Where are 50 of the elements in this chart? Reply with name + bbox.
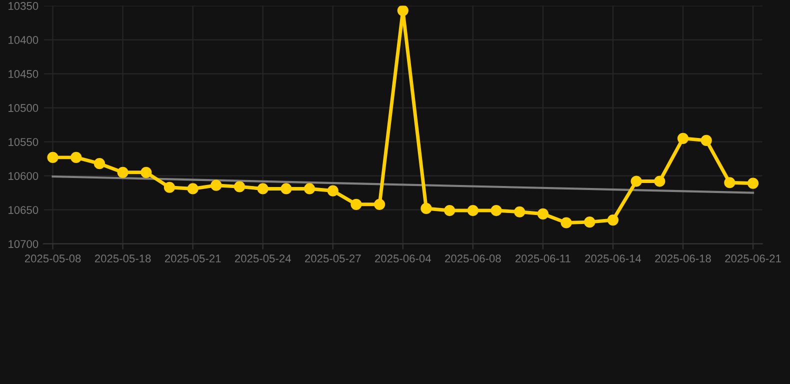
point: [257, 183, 268, 194]
y-tick-label: 10350: [8, 2, 38, 10]
point: [304, 183, 316, 194]
point: [724, 177, 736, 188]
point: [444, 204, 456, 216]
x-tick-label: 2025-05-18: [94, 254, 151, 262]
point: [747, 178, 759, 189]
y-tick-label: 10500: [8, 104, 38, 112]
y-tick-label: 10400: [8, 36, 38, 44]
x-tick-label: 2025-05-24: [235, 254, 291, 262]
x-tick-label: 2025-05-21: [164, 254, 221, 262]
point: [327, 185, 338, 196]
point: [490, 204, 502, 216]
point: [584, 216, 596, 228]
point: [700, 134, 712, 146]
x-tick-label: 2025-06-14: [585, 254, 642, 262]
point: [420, 202, 432, 214]
point: [140, 166, 152, 178]
point: [374, 198, 386, 210]
x-tick-label: 2025-06-21: [725, 254, 781, 262]
point: [537, 208, 548, 220]
x-tick-label: 2025-06-11: [516, 254, 570, 262]
point: [280, 183, 292, 194]
point: [70, 152, 82, 164]
y-tick-label: 10600: [8, 172, 38, 180]
point: [187, 183, 198, 194]
x-tick-label: 2025-05-27: [305, 254, 361, 262]
point: [164, 182, 176, 193]
y-tick-label: 10550: [8, 138, 38, 146]
point: [467, 204, 478, 216]
point: [94, 158, 106, 170]
point: [514, 206, 526, 218]
point: [234, 181, 246, 192]
point: [630, 176, 642, 187]
y-tick-label: 10450: [8, 70, 38, 78]
point: [117, 166, 128, 178]
point: [607, 214, 619, 226]
x-tick-label: 2025-06-08: [445, 254, 501, 262]
y-tick-label: 10700: [8, 240, 38, 248]
x-tick-label: 2025-06-04: [375, 254, 431, 262]
point: [350, 198, 362, 210]
y-tick-label: 10650: [8, 206, 38, 214]
point: [397, 6, 408, 16]
x-tick-label: 2025-06-18: [655, 254, 711, 262]
point: [47, 152, 58, 164]
point: [677, 132, 689, 144]
point: [654, 176, 666, 187]
point: [560, 217, 572, 228]
x-tick-label: 2025-05-08: [24, 254, 81, 262]
point: [210, 180, 222, 191]
